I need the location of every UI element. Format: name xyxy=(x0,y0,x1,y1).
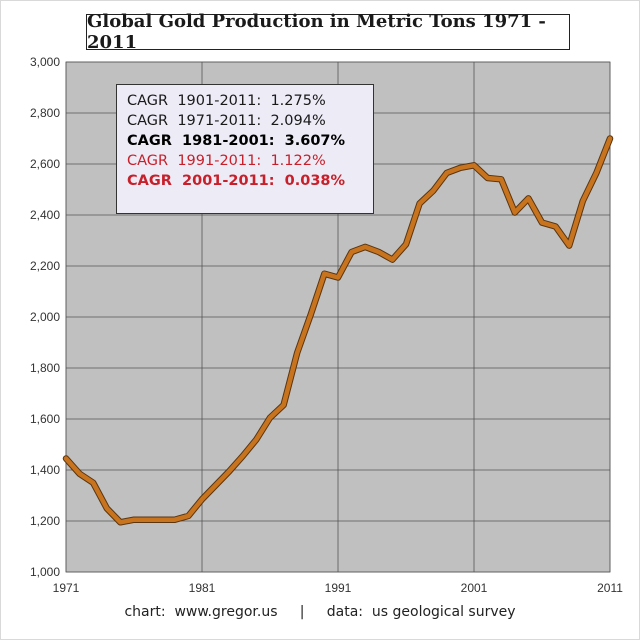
x-axis-ticks: 1971 1981 1991 2001 2011 xyxy=(53,581,624,595)
x-tick-label: 2011 xyxy=(597,581,623,595)
y-tick-label: 2,400 xyxy=(30,208,60,222)
y-tick-label: 1,400 xyxy=(30,463,60,477)
y-tick-label: 2,600 xyxy=(30,157,60,171)
cagr-line: CAGR 1901-2011: 1.275% xyxy=(127,93,326,109)
cagr-line: CAGR 1991-2011: 1.122% xyxy=(127,153,326,169)
y-tick-label: 1,800 xyxy=(30,361,60,375)
x-tick-label: 2001 xyxy=(461,581,488,595)
chart-title: Global Gold Production in Metric Tons 19… xyxy=(86,11,570,53)
y-tick-label: 2,000 xyxy=(30,310,60,324)
x-tick-label: 1981 xyxy=(189,581,216,595)
y-tick-label: 3,000 xyxy=(30,55,60,69)
y-tick-label: 2,200 xyxy=(30,259,60,273)
footer-chart-source: chart: www.gregor.us xyxy=(124,604,278,620)
footer-separator: | xyxy=(299,604,305,620)
y-tick-label: 1,200 xyxy=(30,514,60,528)
y-tick-label: 2,800 xyxy=(30,106,60,120)
footer-data-source: data: us geological survey xyxy=(326,604,516,620)
cagr-legend-box: CAGR 1901-2011: 1.275% CAGR 1971-2011: 2… xyxy=(116,84,374,214)
cagr-line: CAGR 2001-2011: 0.038% xyxy=(127,173,346,189)
y-tick-label: 1,000 xyxy=(30,565,60,579)
cagr-line: CAGR 1971-2011: 2.094% xyxy=(127,113,326,129)
y-axis-ticks: 1,000 1,200 1,400 1,600 1,800 2,000 2,200 2,400… xyxy=(30,55,60,579)
y-tick-label: 1,600 xyxy=(30,412,60,426)
x-tick-label: 1991 xyxy=(325,581,352,595)
x-tick-label: 1971 xyxy=(53,581,80,595)
cagr-line: CAGR 1981-2001: 3.607% xyxy=(127,133,346,149)
series-group xyxy=(62,135,614,526)
chart-footer: chart: www.gregor.us | data: us geologic… xyxy=(0,604,640,620)
series-line xyxy=(63,136,613,525)
